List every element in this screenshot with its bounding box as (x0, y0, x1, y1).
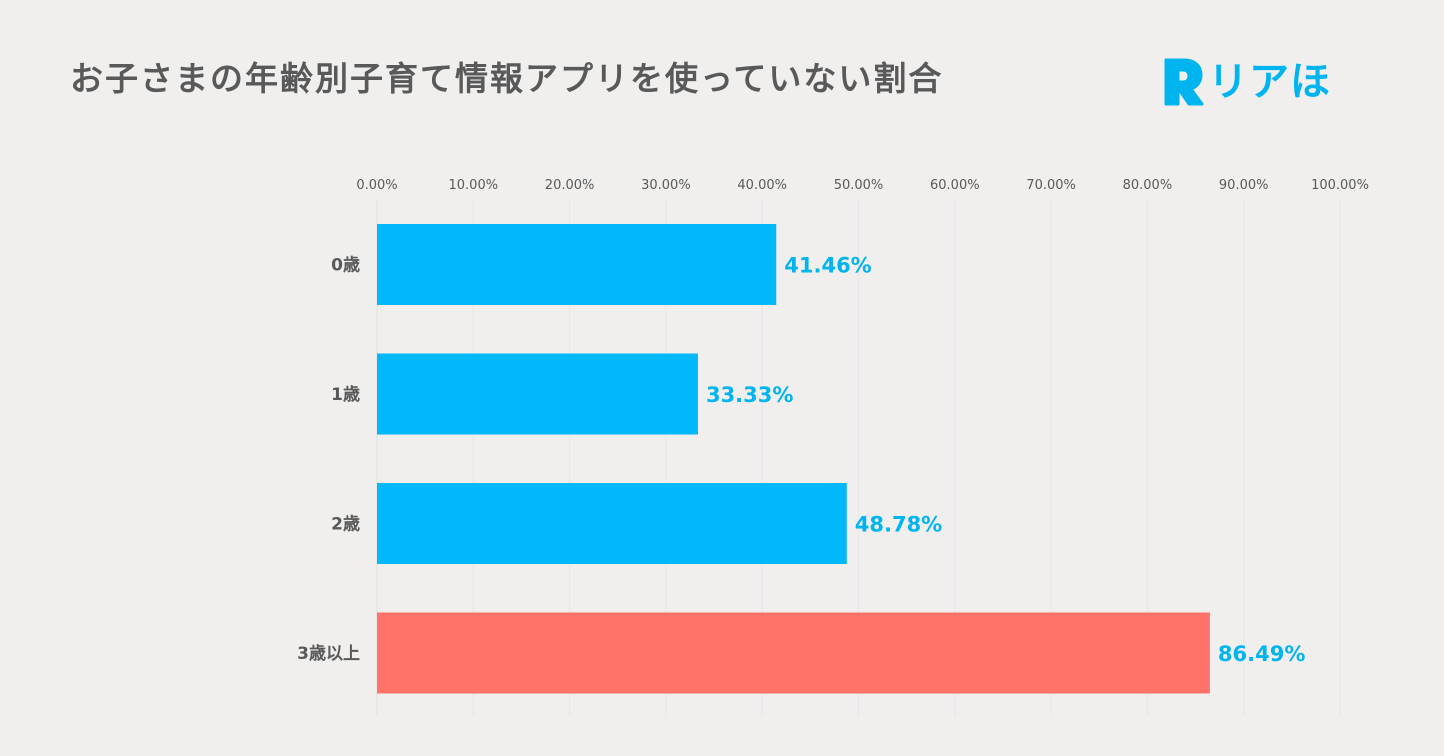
category-labels: 0歳 1歳 2歳 3歳以上 (297, 255, 360, 665)
logo-r-icon (1164, 58, 1204, 106)
category-label: 1歳 (331, 384, 360, 405)
data-label: 48.78% (855, 513, 942, 537)
data-label: 41.46% (784, 254, 871, 278)
x-tick-label: 70.00% (1026, 178, 1076, 193)
x-tick-label: 20.00% (545, 178, 595, 193)
category-label: 2歳 (331, 514, 360, 535)
x-axis-ticks: 0.00% 10.00% 20.00% 30.00% 40.00% 50.00% 60.00… (356, 178, 1369, 193)
data-label: 86.49% (1218, 642, 1305, 666)
category-label: 0歳 (331, 255, 360, 276)
x-tick-label: 0.00% (356, 178, 397, 193)
category-label: 3歳以上 (297, 643, 360, 664)
x-tick-label: 30.00% (641, 178, 691, 193)
bar (377, 483, 847, 564)
data-label: 33.33% (706, 383, 793, 407)
bar (377, 224, 777, 305)
x-tick-label: 10.00% (449, 178, 499, 193)
bars (377, 224, 1210, 694)
x-tick-label: 40.00% (737, 178, 787, 193)
x-tick-label: 50.00% (834, 178, 884, 193)
bar (377, 612, 1210, 694)
logo-text: リアほ (1208, 59, 1331, 105)
x-tick-label: 80.00% (1123, 178, 1173, 193)
bar (377, 353, 698, 435)
x-tick-label: 90.00% (1219, 178, 1269, 193)
chart-title: お子さまの年齢別子育て情報アプリを使っていない割合 (70, 59, 944, 98)
value-labels: 41.46% 33.33% 48.78% 86.49% (706, 254, 1305, 667)
x-tick-label: 100.00% (1311, 178, 1369, 193)
brand-logo: リアほ (1158, 56, 1331, 108)
x-tick-label: 60.00% (930, 178, 980, 193)
